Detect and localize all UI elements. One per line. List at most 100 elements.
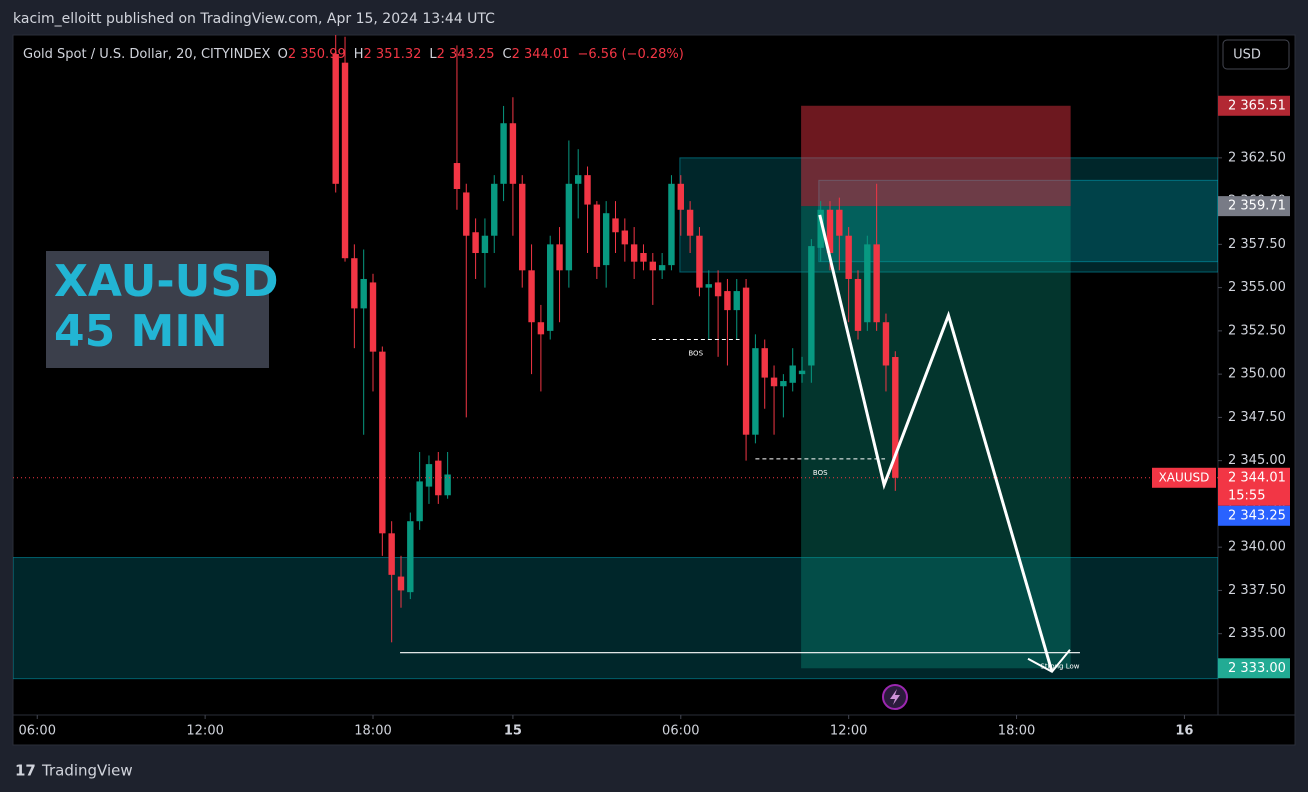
candle-body (658, 265, 666, 271)
brand-logo: 17 (15, 762, 36, 780)
annotation-layer: BOS BOS Strong Low (13, 214, 1218, 674)
event-icon-glyph (890, 689, 900, 705)
candle-body (761, 348, 768, 378)
y-tick-label: 2 347.50 (1228, 410, 1286, 425)
price-label: 2 333.00 (1228, 661, 1286, 676)
zone (818, 179, 1218, 263)
candle-body (360, 278, 367, 309)
y-tick-label: 2 337.50 (1228, 583, 1286, 598)
axes-layer: 2 335.002 337.502 340.002 342.502 345.00… (19, 95, 1290, 739)
candle-body (472, 232, 479, 254)
candle-body (892, 357, 899, 478)
candle-body (369, 282, 377, 352)
price-label: 2 365.51 (1228, 98, 1286, 113)
target-area (801, 206, 1071, 669)
stop-area (801, 105, 1071, 207)
candle-body (416, 481, 423, 522)
candle-body (425, 464, 433, 487)
candle-body (388, 533, 395, 575)
price-label-bg (1218, 467, 1290, 506)
candle-body (705, 284, 712, 288)
candle-body (528, 270, 535, 323)
candle-body (584, 175, 591, 205)
candle-body (537, 322, 545, 335)
currency-button[interactable] (1222, 39, 1290, 70)
legend-value: 2 351.32 (364, 47, 422, 62)
candle-body (351, 258, 358, 309)
x-tick-label: 06:00 (662, 724, 699, 739)
overlay-line: 45 MIN (54, 306, 228, 357)
x-tick-label: 18:00 (354, 724, 391, 739)
candle-body (649, 261, 657, 271)
candle-body (519, 183, 526, 271)
y-tick-label: 2 350.00 (1228, 367, 1286, 382)
candle-body (686, 209, 694, 236)
candle-body (789, 365, 796, 383)
price-label: 2 343.25 (1228, 508, 1286, 523)
candle-body (817, 209, 824, 248)
y-tick-label: 2 352.50 (1228, 323, 1286, 338)
candle-body (752, 348, 759, 435)
candle-body (677, 183, 684, 210)
legend-key: C (503, 47, 512, 62)
candle-body (397, 576, 405, 591)
zone (13, 557, 1218, 680)
candle-body (630, 244, 638, 262)
candle-body (714, 282, 722, 297)
candle-body (668, 183, 675, 266)
legend-value: 2 344.01 (512, 47, 570, 62)
price-countdown: 15:55 (1228, 488, 1265, 503)
candle-body (463, 192, 470, 236)
y-tick-label: 2 355.00 (1228, 280, 1286, 295)
legend-symbol: Gold Spot / U.S. Dollar, 20, CITYINDEX (23, 47, 271, 62)
candle-body (593, 204, 601, 267)
candle-body (864, 244, 871, 323)
legend-value: 2 343.25 (437, 47, 495, 62)
symbol-legend: Gold Spot / U.S. Dollar, 20, CITYINDEX O2… (23, 47, 684, 62)
candle-body (379, 351, 386, 534)
candle-body (500, 123, 507, 184)
candle-body (602, 213, 610, 266)
candle-body (742, 287, 750, 435)
price-label-bg (1218, 658, 1290, 679)
candle-body (733, 291, 740, 311)
x-tick-label: 12:00 (186, 724, 223, 739)
x-tick-label: 16 (1175, 724, 1193, 739)
candle-body (882, 322, 890, 366)
candle-body (826, 209, 834, 254)
candles-layer (332, 35, 899, 643)
candle-body (640, 253, 647, 262)
price-label-bg (1218, 505, 1290, 526)
x-tick-label: 18:00 (998, 724, 1035, 739)
y-tick-label: 2 340.00 (1228, 540, 1286, 555)
drawings-layer (13, 105, 1218, 680)
candle-body (509, 123, 517, 184)
legend-key: O (278, 47, 288, 62)
projection-path (818, 214, 1054, 673)
candle-body (873, 244, 880, 323)
candle-body (556, 244, 563, 271)
candle-body (332, 54, 339, 184)
overlay-box (46, 251, 269, 368)
candle-body (854, 278, 862, 331)
price-label-bg (1218, 95, 1290, 116)
legend-change: −6.56 (−0.28%) (578, 47, 684, 62)
zone (679, 157, 1218, 273)
legend-value: 2 350.99 (288, 47, 346, 62)
candle-body (547, 244, 554, 331)
candle-body (770, 377, 778, 387)
projection-arrowhead (1027, 649, 1071, 674)
y-tick-label: 2 335.00 (1228, 626, 1286, 641)
candle-body (621, 230, 629, 245)
chart-frame (12, 34, 1296, 746)
candle-body (444, 474, 451, 496)
currency-button-label[interactable]: USD (1233, 48, 1261, 63)
candle-body (453, 163, 461, 189)
x-tick-label: 06:00 (19, 724, 56, 739)
legend-key: L (429, 47, 437, 62)
candle-body (724, 291, 731, 311)
candle-body (565, 183, 573, 271)
candle-body (836, 209, 843, 236)
candle-body (491, 183, 498, 236)
